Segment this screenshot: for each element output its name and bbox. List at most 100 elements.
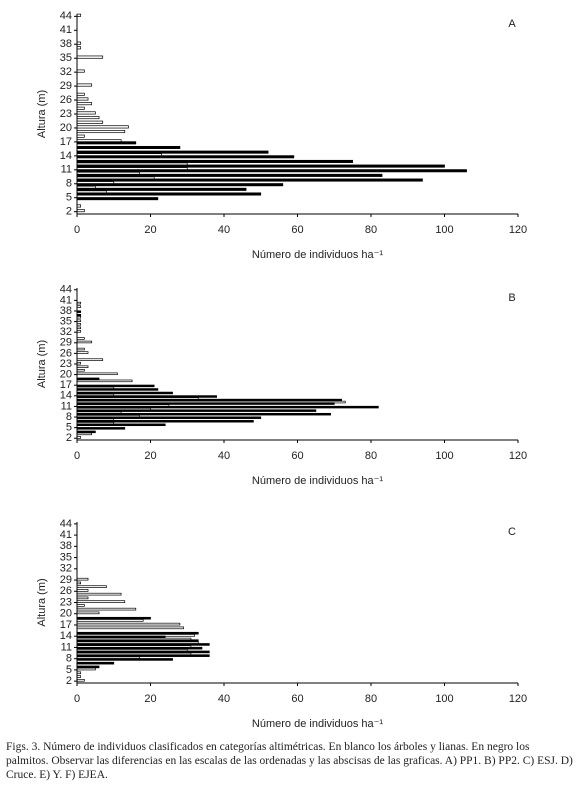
x-tick-label: 100 [435, 450, 453, 462]
y-tick-label: 5 [66, 664, 72, 676]
y-tick-label: 44 [60, 10, 72, 22]
bar [76, 432, 93, 436]
bar [76, 631, 199, 635]
bar [76, 388, 159, 391]
y-tick-label: 38 [60, 38, 72, 50]
bar [76, 102, 93, 106]
y-tick-label: 26 [60, 585, 72, 597]
y-tick-label: 41 [60, 294, 72, 306]
y-tick-label: 32 [60, 66, 72, 78]
y-tick-label: 11 [61, 400, 72, 412]
bar [76, 654, 210, 657]
y-axis-label: Altura (m) [36, 578, 48, 626]
bar [76, 209, 85, 213]
panel-letter: A [508, 18, 516, 30]
bar [76, 361, 82, 365]
bar [76, 192, 262, 196]
bar [76, 436, 82, 439]
y-tick-label: 20 [60, 608, 72, 620]
bar [76, 626, 184, 630]
x-tick-label: 40 [218, 224, 230, 236]
y-tick-label: 14 [60, 150, 72, 162]
y-tick-label: 23 [60, 108, 72, 120]
bar [76, 402, 335, 405]
x-tick-label: 20 [144, 693, 156, 705]
bar [76, 83, 93, 87]
bar [76, 395, 217, 398]
bar [76, 604, 85, 607]
y-tick-label: 41 [60, 529, 72, 541]
bar [76, 41, 82, 45]
bar [76, 340, 93, 344]
bar [76, 92, 85, 96]
bar [76, 169, 467, 173]
bar [76, 13, 82, 17]
bar [76, 409, 317, 412]
bar [76, 678, 85, 682]
bar [76, 384, 155, 388]
y-tick-label: 44 [60, 284, 72, 296]
x-tick-label: 20 [144, 450, 156, 462]
bar [76, 301, 82, 305]
bar [76, 111, 96, 115]
bar [76, 675, 82, 678]
y-tick-label: 5 [66, 192, 72, 204]
bar [76, 646, 203, 650]
bar [76, 427, 126, 430]
y-tick-label: 32 [60, 563, 72, 575]
y-tick-label: 29 [60, 337, 72, 349]
bar [76, 577, 89, 581]
bar [76, 173, 383, 177]
bar [76, 377, 100, 381]
bar [76, 622, 181, 626]
bar [76, 430, 96, 434]
bar [76, 619, 144, 622]
bar [76, 145, 181, 150]
bar [76, 150, 269, 154]
y-tick-label: 11 [61, 641, 72, 653]
x-tick-label: 60 [291, 450, 303, 462]
x-axis-label: Número de individuos ha⁻¹ [252, 718, 383, 730]
y-tick-label: 2 [66, 675, 72, 687]
bar [76, 635, 166, 639]
bar [76, 55, 104, 59]
bar [76, 116, 100, 120]
bar [76, 589, 89, 592]
x-tick-label: 0 [74, 224, 80, 236]
bar [76, 204, 82, 208]
y-tick-label: 20 [60, 369, 72, 381]
y-tick-label: 5 [66, 422, 72, 434]
bar [76, 130, 126, 134]
bar [76, 337, 85, 340]
y-axis-label: Altura (m) [36, 90, 48, 138]
x-tick-label: 40 [218, 693, 230, 705]
bar [76, 671, 82, 675]
bar [76, 661, 115, 665]
bar [76, 187, 247, 191]
bar [76, 164, 445, 168]
x-tick-label: 80 [365, 224, 377, 236]
y-tick-label: 14 [60, 390, 72, 402]
y-tick-label: 35 [60, 315, 72, 327]
y-tick-label: 2 [66, 432, 72, 444]
y-tick-label: 38 [60, 540, 72, 552]
bar [76, 310, 82, 313]
x-tick-label: 40 [218, 450, 230, 462]
bar [76, 596, 89, 600]
bar [76, 616, 151, 620]
y-tick-label: 20 [60, 122, 72, 134]
x-tick-label: 100 [435, 693, 453, 705]
bar [76, 416, 262, 419]
bar [76, 305, 82, 308]
x-axis-label: Número de individuos ha⁻¹ [252, 475, 383, 487]
bar [76, 658, 173, 661]
x-tick-label: 120 [509, 224, 527, 236]
x-tick-label: 100 [435, 224, 453, 236]
y-tick-label: 17 [60, 619, 72, 631]
y-tick-label: 8 [66, 653, 72, 665]
bar [76, 69, 85, 73]
bar [76, 665, 100, 669]
caption: Figs. 3. Número de individuos clasificad… [6, 741, 573, 781]
